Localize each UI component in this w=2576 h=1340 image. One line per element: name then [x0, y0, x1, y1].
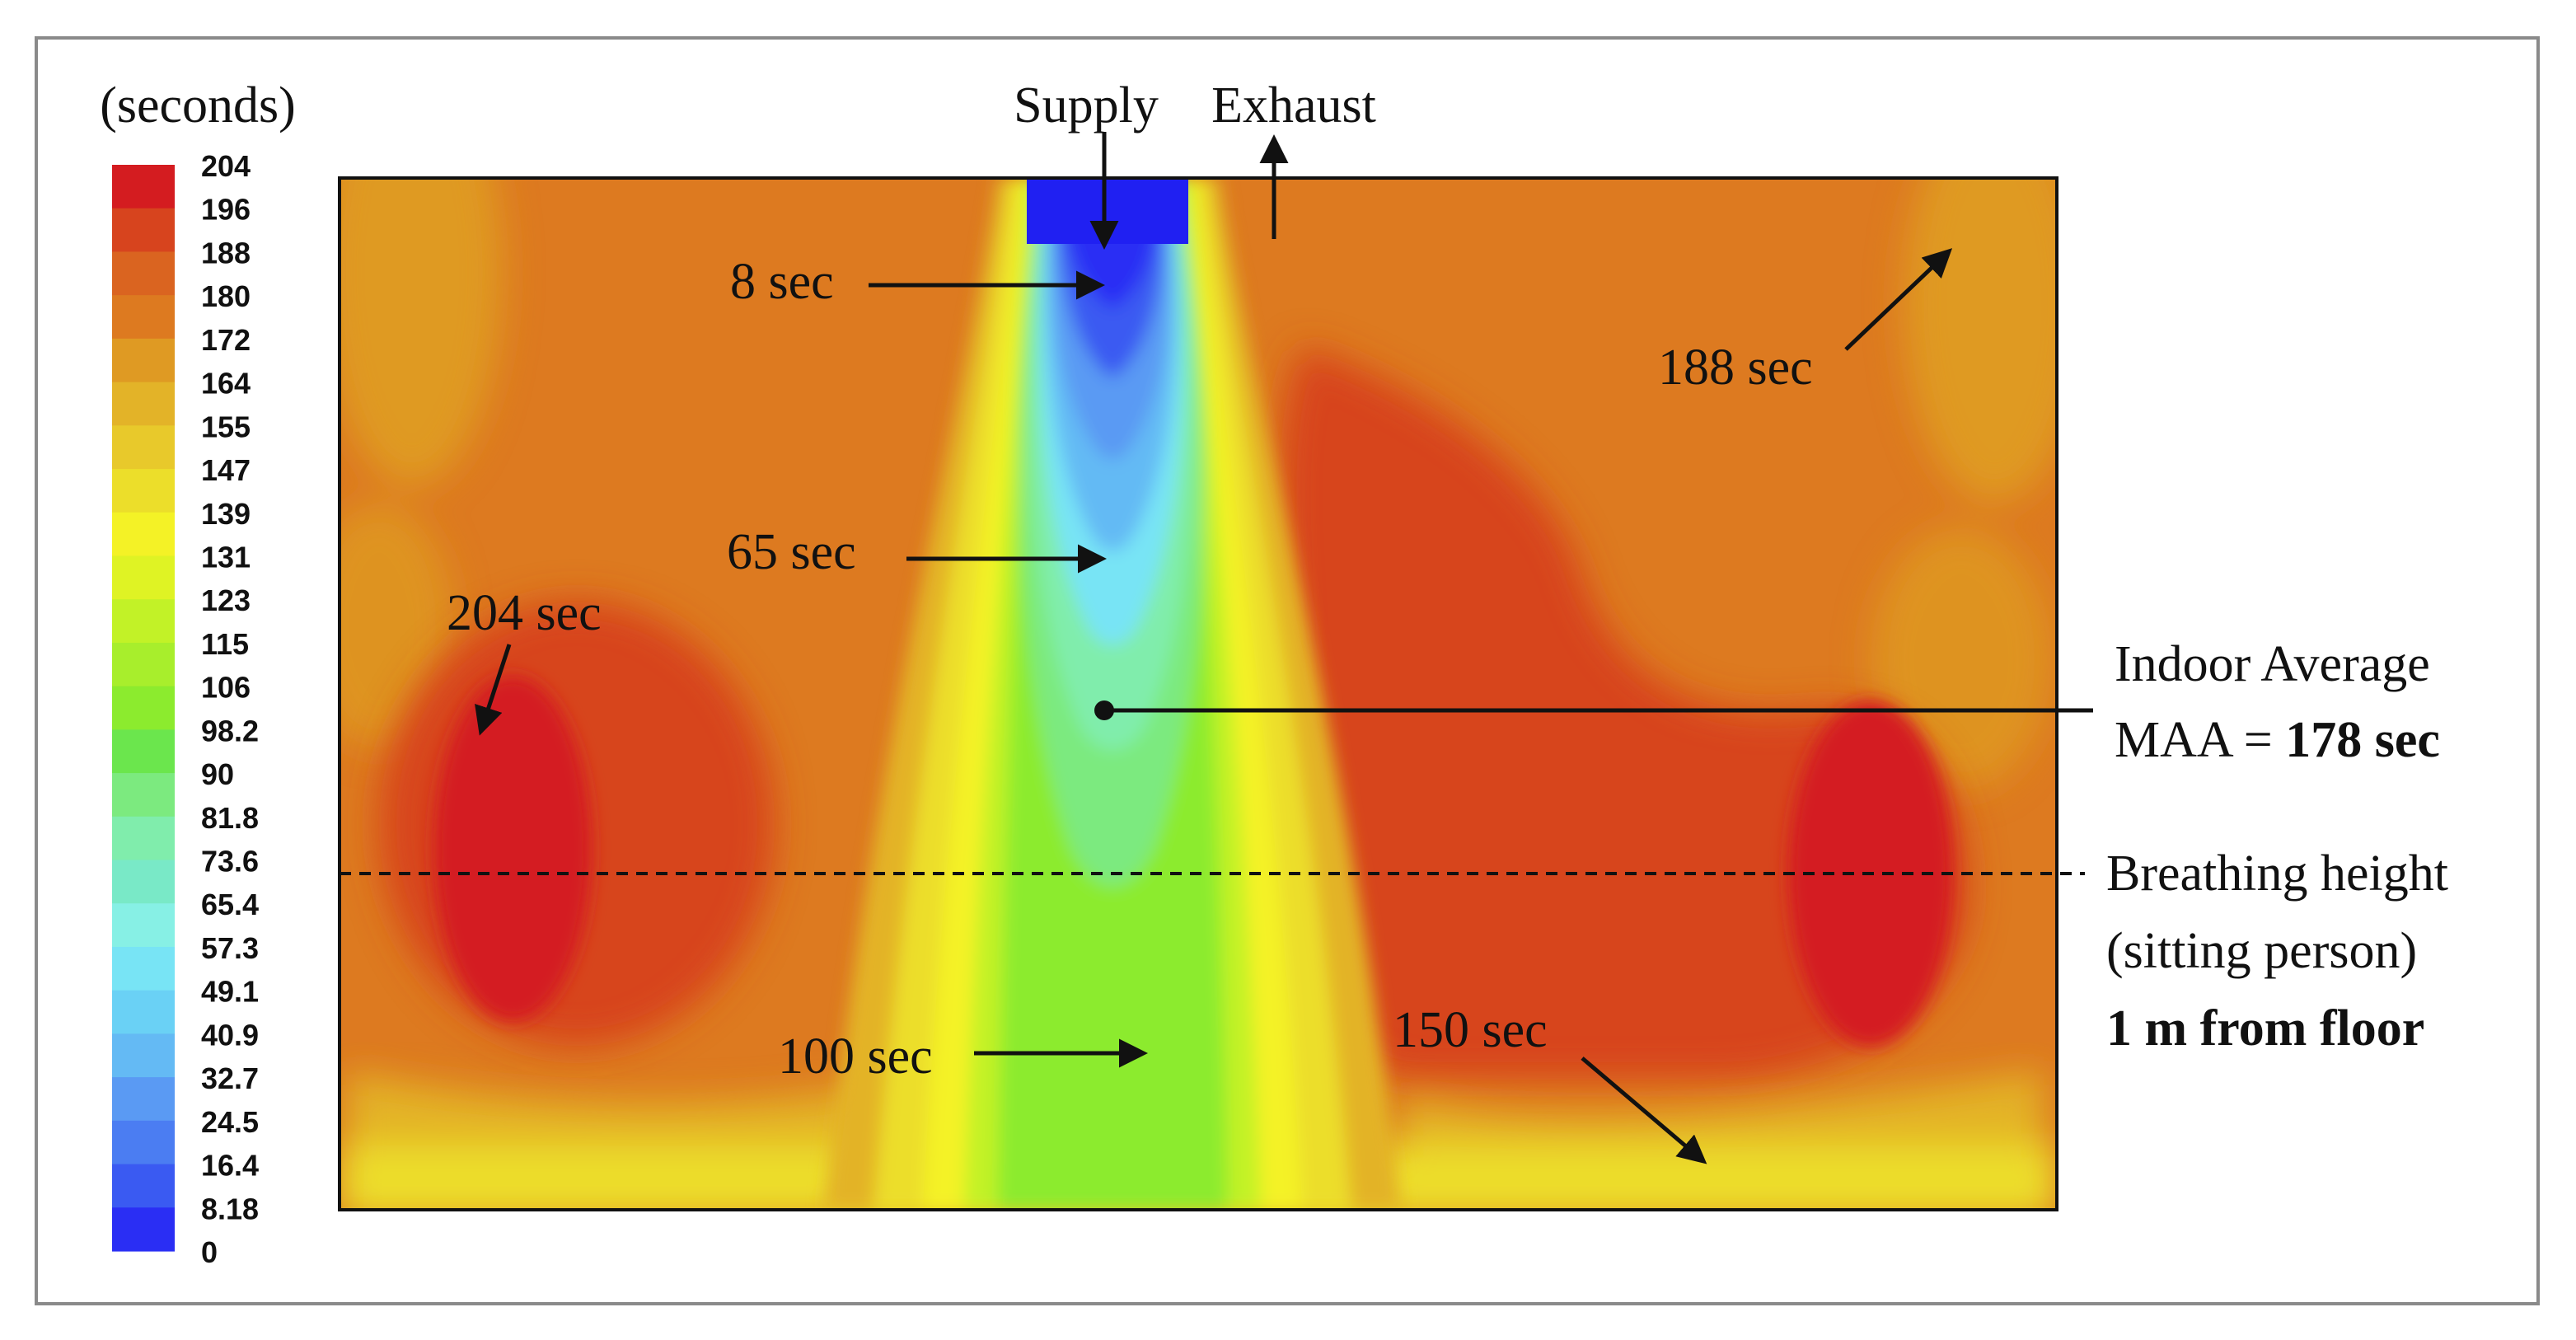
legend-tick-label: 164 — [201, 367, 251, 401]
legend-tick-label: 180 — [201, 279, 251, 313]
legend-tick-label: 188 — [201, 236, 251, 269]
supply-label: Supply — [1014, 77, 1159, 134]
indoor-average-label: Indoor Average — [2115, 636, 2430, 692]
legend-swatch — [112, 382, 175, 426]
legend-tick-label: 123 — [201, 583, 251, 617]
room-contour-field — [340, 178, 2057, 1210]
legend-swatch — [112, 208, 175, 253]
label-204-sec: 204 sec — [447, 585, 602, 641]
figure-frame — [35, 36, 2540, 1305]
legend-swatch — [112, 295, 175, 340]
legend-swatch — [112, 512, 175, 557]
legend-swatch — [112, 860, 175, 904]
legend-tick-label: 90 — [201, 757, 234, 791]
legend-tick-label: 32.7 — [201, 1061, 259, 1095]
legend-swatch — [112, 1120, 175, 1165]
label-150-sec: 150 sec — [1393, 1002, 1548, 1058]
legend-tick-label: 155 — [201, 410, 251, 443]
arrow-188-sec — [1844, 248, 1953, 351]
label-188-sec: 188 sec — [1658, 340, 1813, 396]
label-65-sec: 65 sec — [727, 524, 856, 580]
legend-tick-label: 16.4 — [201, 1149, 259, 1183]
floor-distance-label: 1 m from floor — [2106, 1000, 2424, 1057]
legend-swatch — [112, 165, 175, 209]
legend-tick-label: 40.9 — [201, 1018, 259, 1052]
legend-tick-label: 8.18 — [201, 1192, 259, 1225]
maa-value: 178 sec — [2285, 712, 2440, 768]
legend-tick-label: 204 — [201, 149, 251, 183]
legend-swatch — [112, 469, 175, 513]
legend-swatch — [112, 1207, 175, 1252]
legend-swatch — [112, 1164, 175, 1208]
legend-tick-label: 139 — [201, 497, 251, 531]
legend-swatch — [112, 773, 175, 818]
arrow-204-sec — [475, 644, 512, 736]
legend-tick-label: 196 — [201, 193, 251, 227]
legend-swatch — [112, 729, 175, 774]
legend-swatch — [112, 990, 175, 1034]
exhaust-label: Exhaust — [1211, 77, 1376, 134]
legend-swatch — [112, 425, 175, 470]
sitting-person-label: (sitting person) — [2106, 923, 2417, 979]
legend-swatch — [112, 642, 175, 687]
legend-swatch — [112, 338, 175, 383]
arrow-150-sec — [1581, 1057, 1707, 1164]
legend-tick-label: 57.3 — [201, 931, 259, 965]
legend-tick-label: 49.1 — [201, 975, 259, 1009]
legend-color-bar — [112, 165, 175, 1252]
legend-tick-label: 172 — [201, 323, 251, 357]
legend-tick-labels: 204 196 188 180 172 164 155 147 139 131 123 115 106 9… — [201, 149, 259, 1269]
legend-swatch — [112, 555, 175, 600]
legend-tick-label: 115 — [201, 627, 249, 661]
room-outline — [338, 176, 2058, 1211]
legend-tick-label: 65.4 — [201, 888, 259, 921]
legend-swatch — [112, 1077, 175, 1122]
legend-tick-label: 147 — [201, 453, 251, 487]
legend-swatch — [112, 599, 175, 644]
breathing-height-label: Breathing height — [2106, 846, 2448, 902]
legend-tick-label: 24.5 — [201, 1105, 259, 1139]
legend-unit-label: (seconds) — [100, 77, 296, 134]
label-8-sec: 8 sec — [730, 254, 834, 310]
legend-swatch — [112, 251, 175, 296]
legend-tick-label: 81.8 — [201, 801, 259, 835]
legend-swatch — [112, 686, 175, 730]
legend-tick-label: 73.6 — [201, 845, 259, 878]
legend-swatch — [112, 903, 175, 948]
legend-swatch — [112, 1033, 175, 1078]
legend-swatch — [112, 946, 175, 991]
legend-tick-label: 0 — [201, 1235, 218, 1269]
legend-tick-label: 106 — [201, 671, 251, 705]
legend-swatch — [112, 816, 175, 861]
maa-label: MAA = 178 sec — [2115, 712, 2440, 768]
maa-prefix: MAA = — [2115, 712, 2285, 768]
label-100-sec: 100 sec — [778, 1028, 933, 1085]
legend-tick-label: 131 — [201, 540, 251, 574]
legend-tick-label: 98.2 — [201, 714, 259, 747]
